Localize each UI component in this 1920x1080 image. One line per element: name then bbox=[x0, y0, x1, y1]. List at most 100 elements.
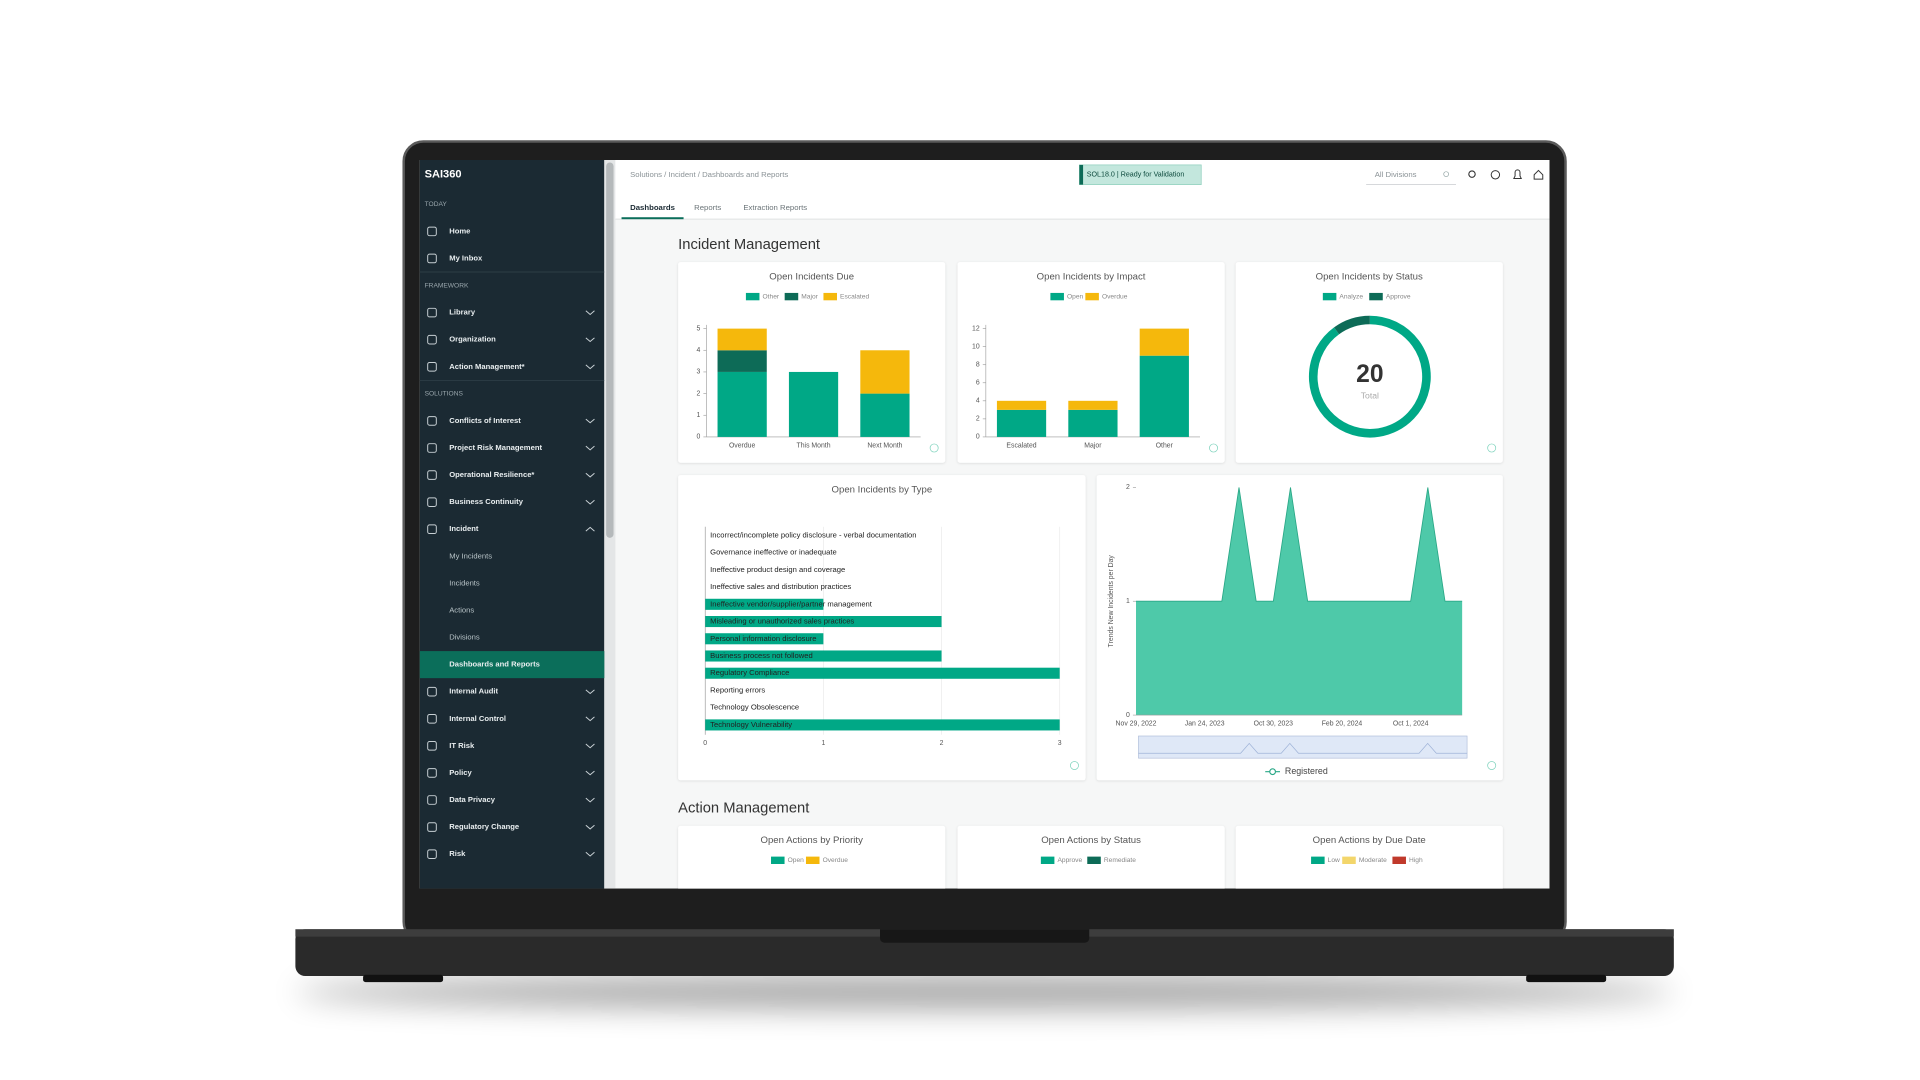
tab[interactable]: Reports bbox=[694, 203, 721, 212]
sidebar-icon bbox=[427, 334, 437, 345]
sidebar-item[interactable]: IT Risk bbox=[427, 741, 595, 751]
legend-label[interactable]: Escalated bbox=[840, 293, 869, 300]
legend-swatch[interactable] bbox=[1050, 292, 1064, 301]
sidebar-subitem[interactable]: Divisions bbox=[449, 633, 480, 642]
y-tick-label: 8 bbox=[976, 362, 980, 369]
sidebar-subitem[interactable]: My Incidents bbox=[449, 551, 492, 560]
sidebar-item-label: Internal Audit bbox=[449, 687, 498, 696]
legend-swatch[interactable] bbox=[805, 856, 820, 864]
sidebar-item[interactable]: Data Privacy bbox=[427, 795, 595, 805]
x-tick-label: Oct 30, 2023 bbox=[1254, 721, 1294, 728]
sidebar-item[interactable]: My Inbox bbox=[427, 253, 483, 264]
legend-swatch[interactable] bbox=[1342, 856, 1356, 864]
tab[interactable]: Extraction Reports bbox=[743, 203, 807, 212]
sidebar-item-label: Organization bbox=[449, 335, 496, 344]
legend-swatch[interactable] bbox=[1087, 856, 1101, 864]
legend-swatch[interactable] bbox=[771, 856, 785, 864]
sidebar-item[interactable]: Project Risk Management bbox=[427, 443, 595, 453]
legend-swatch[interactable] bbox=[1392, 856, 1406, 864]
bar-segment bbox=[1068, 409, 1118, 437]
status-badge-accent bbox=[1079, 164, 1084, 185]
legend-marker[interactable] bbox=[1269, 768, 1276, 776]
x-tick-label: 0 bbox=[703, 740, 707, 747]
sidebar-subitem[interactable]: Incidents bbox=[449, 578, 480, 587]
chart-card: Open Incidents by Impact Open Overdue 0 2 4 6 8… bbox=[957, 262, 1225, 463]
sidebar-icon bbox=[427, 822, 437, 832]
legend-label[interactable]: Remediate bbox=[1104, 857, 1136, 864]
sidebar-item[interactable]: Action Management* bbox=[427, 362, 595, 372]
y-tick-label: 4 bbox=[976, 398, 980, 405]
info-icon[interactable] bbox=[929, 443, 939, 453]
legend-swatch[interactable] bbox=[1322, 292, 1337, 301]
search-button[interactable] bbox=[1468, 170, 1476, 178]
sidebar-item[interactable]: Incident bbox=[427, 524, 595, 535]
legend-swatch[interactable] bbox=[1085, 292, 1099, 301]
sidebar-item-label: My Inbox bbox=[449, 253, 483, 262]
info-icon[interactable] bbox=[1487, 761, 1497, 770]
sidebar-item[interactable]: Business Continuity bbox=[427, 497, 595, 507]
sidebar-item-label: Data Privacy bbox=[449, 795, 496, 804]
chevron bbox=[585, 851, 595, 857]
legend-label[interactable]: Open bbox=[788, 857, 805, 864]
legend-label[interactable]: High bbox=[1409, 857, 1423, 864]
legend-label[interactable]: Approve bbox=[1057, 857, 1082, 864]
legend-swatch[interactable] bbox=[823, 292, 837, 301]
sidebar-item[interactable]: Home bbox=[427, 226, 471, 237]
sidebar-item[interactable]: Internal Control bbox=[427, 714, 595, 724]
chevron bbox=[585, 716, 595, 722]
sidebar-scroll-thumb[interactable] bbox=[606, 162, 614, 538]
legend-label[interactable]: Open bbox=[1067, 293, 1084, 300]
legend-swatch[interactable] bbox=[1369, 292, 1383, 301]
notifications-button[interactable] bbox=[1513, 169, 1523, 179]
sidebar-item[interactable]: Internal Audit bbox=[427, 687, 595, 697]
division-filter[interactable]: All Divisions bbox=[1375, 170, 1417, 179]
legend-swatch[interactable] bbox=[1040, 856, 1055, 864]
category-label: Ineffective vendor/supplier/partner mana… bbox=[710, 599, 873, 608]
help-button[interactable] bbox=[1490, 170, 1501, 180]
legend-label[interactable]: Analyze bbox=[1339, 293, 1363, 300]
bar-segment bbox=[717, 328, 767, 351]
sidebar-item-label: Incident bbox=[449, 524, 479, 533]
sidebar-item[interactable]: Operational Resilience* bbox=[427, 470, 595, 480]
chart-card: Open Actions by Due Date Low Moderate High bbox=[1235, 825, 1503, 889]
bar bbox=[705, 633, 824, 645]
legend-label[interactable]: Moderate bbox=[1359, 857, 1387, 864]
sidebar-item[interactable]: Organization bbox=[427, 334, 595, 345]
legend-label[interactable]: Approve bbox=[1386, 293, 1411, 300]
sidebar-item[interactable]: Library bbox=[427, 308, 595, 318]
legend-label[interactable]: Overdue bbox=[1102, 293, 1128, 300]
sidebar-item[interactable]: Policy bbox=[427, 768, 595, 778]
category-label: Incorrect/incomplete policy disclosure -… bbox=[710, 530, 916, 539]
laptop-foot bbox=[363, 974, 444, 983]
legend-label[interactable]: Registered bbox=[1285, 766, 1328, 776]
info-icon[interactable] bbox=[1209, 443, 1218, 453]
legend-label[interactable]: Other bbox=[763, 293, 780, 300]
sidebar-item-label: Policy bbox=[449, 768, 472, 777]
chart-title: Open Actions by Status bbox=[1041, 835, 1141, 846]
legend-label[interactable]: Major bbox=[801, 293, 818, 300]
legend-swatch[interactable] bbox=[1311, 856, 1325, 864]
sidebar-subitem[interactable]: Dashboards and Reports bbox=[419, 651, 605, 679]
legend-swatch[interactable] bbox=[784, 292, 799, 301]
search-icon[interactable] bbox=[1443, 171, 1449, 177]
sidebar-subitem[interactable]: Actions bbox=[449, 605, 474, 614]
info-icon[interactable] bbox=[1487, 443, 1497, 453]
sidebar-icon bbox=[427, 416, 437, 426]
info-icon[interactable] bbox=[1070, 761, 1079, 770]
legend-label[interactable]: Overdue bbox=[823, 857, 849, 864]
sidebar-item-label: Home bbox=[449, 226, 470, 235]
range-navigator[interactable] bbox=[1138, 735, 1468, 759]
tab[interactable]: Dashboards bbox=[630, 203, 675, 212]
home-button[interactable] bbox=[1533, 169, 1544, 180]
y-tick-label: 10 bbox=[972, 343, 980, 350]
legend-swatch[interactable] bbox=[745, 292, 760, 301]
legend-label[interactable]: Low bbox=[1328, 857, 1340, 864]
donut-total: 20 bbox=[1356, 361, 1383, 388]
sidebar-item[interactable]: Risk bbox=[427, 849, 595, 859]
y-tick-label: 6 bbox=[976, 380, 980, 387]
area-line bbox=[1136, 487, 1463, 602]
sidebar-item-label: Operational Resilience* bbox=[449, 470, 534, 479]
sidebar-item[interactable]: Conflicts of Interest bbox=[427, 416, 595, 426]
sidebar-item[interactable]: Regulatory Change bbox=[427, 822, 595, 832]
sidebar-icon bbox=[427, 741, 437, 751]
